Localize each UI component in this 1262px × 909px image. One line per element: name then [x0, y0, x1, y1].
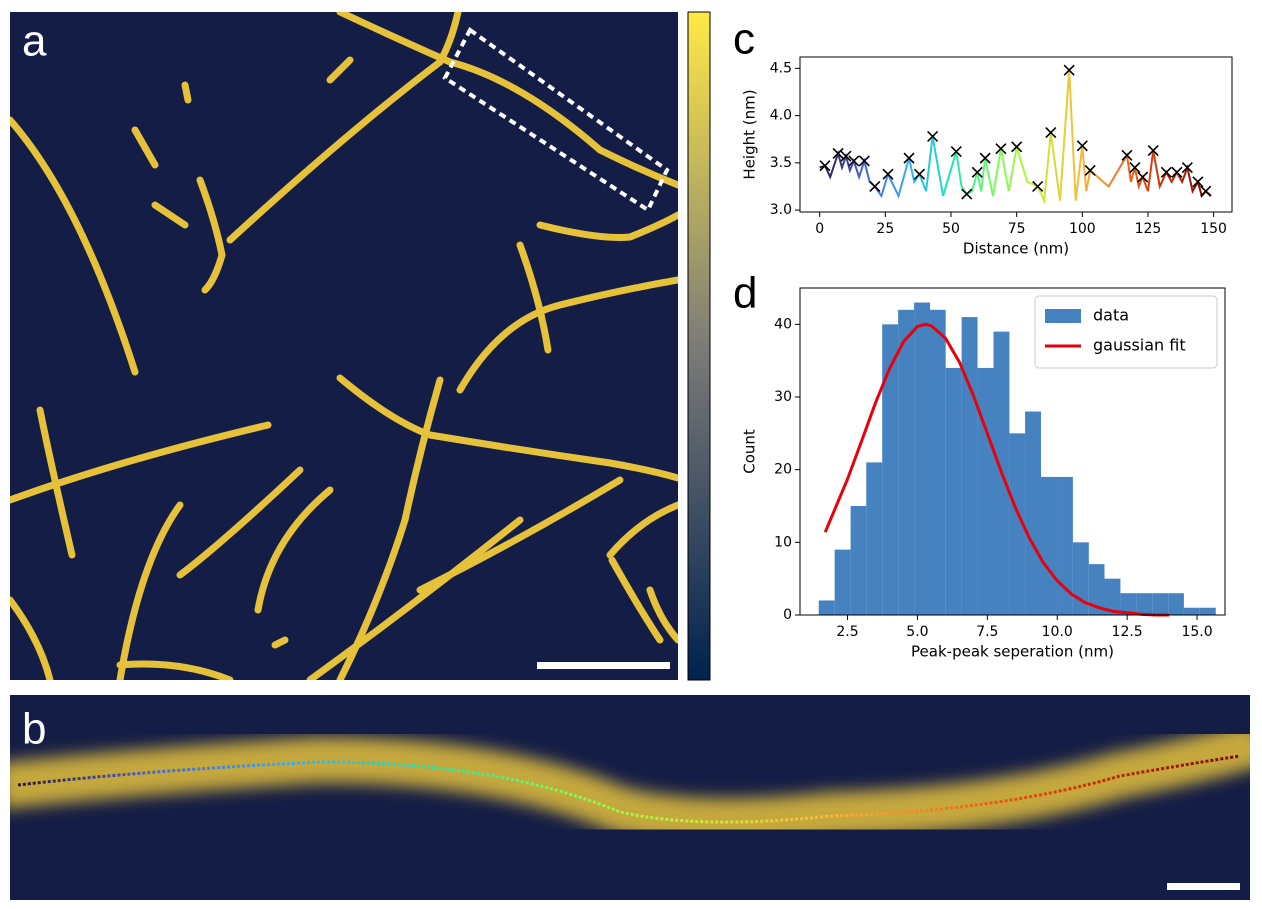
histogram-bar [818, 600, 835, 615]
profile-line [819, 70, 1212, 205]
peak-marker [858, 155, 870, 167]
histogram-bar [1104, 578, 1121, 615]
peak-marker [950, 145, 962, 158]
y-tick-label: 30 [774, 389, 792, 405]
x-tick-label: 125 [1135, 221, 1162, 237]
panel-label: b [22, 705, 46, 754]
peak-marker [1147, 145, 1159, 157]
afm-image [10, 12, 678, 680]
peak-marker [832, 147, 844, 159]
x-tick-label: 5.0 [906, 624, 928, 640]
histogram-bar [945, 367, 962, 615]
x-tick-label: 0 [815, 221, 824, 237]
peak-marker [1137, 171, 1149, 183]
histogram-bar [1009, 433, 1026, 615]
panel-label: c [733, 15, 755, 64]
peak-marker [869, 180, 881, 193]
histogram-bar [834, 549, 851, 615]
scale-bar [1167, 883, 1240, 890]
peak-marker [903, 152, 915, 164]
peak-marker [927, 130, 939, 142]
histogram-bar [1136, 593, 1153, 615]
x-tick-label: 75 [1008, 221, 1026, 237]
peak-marker [1084, 164, 1096, 176]
peak-marker [971, 166, 983, 178]
histogram-bar [866, 462, 883, 615]
axes-frame [799, 56, 1233, 213]
peak-marker [1200, 185, 1212, 197]
legend-swatch [1045, 309, 1081, 323]
x-tick-label: 7.5 [976, 624, 998, 640]
fibers [10, 12, 678, 680]
y-tick-label: 20 [774, 462, 792, 478]
histogram-bar [1056, 476, 1073, 615]
x-axis-label: Distance (nm) [963, 240, 1069, 258]
peak-marker [961, 188, 973, 200]
histogram-bar [1199, 607, 1216, 615]
x-tick-label: 100 [1069, 221, 1096, 237]
x-tick-label: 150 [1200, 221, 1227, 237]
histogram-bar [1183, 607, 1200, 615]
y-tick-label: 40 [774, 316, 792, 332]
peak-marker [1121, 149, 1133, 161]
legend-label: data [1093, 306, 1129, 325]
peak-marker [1076, 140, 1088, 152]
peak-marker [819, 160, 831, 172]
y-tick-label: 3.0 [770, 202, 792, 218]
y-tick-label: 0 [783, 607, 792, 623]
peak-marker [995, 143, 1007, 155]
histogram-bar [914, 302, 931, 615]
selection-box [442, 27, 670, 213]
peak-marker [848, 155, 860, 167]
peak-marker [1181, 162, 1193, 174]
peak-marker [1129, 162, 1141, 174]
histogram-bar [1152, 593, 1169, 615]
peak-marker [882, 168, 894, 180]
histogram-bar [1025, 411, 1042, 615]
histogram-bar [1120, 593, 1137, 615]
peak-marker [979, 152, 991, 164]
y-tick-label: 10 [774, 534, 792, 550]
histogram-bar [898, 309, 915, 615]
fit-line [823, 322, 1170, 617]
panel-label: a [22, 17, 47, 66]
peak-marker [1045, 127, 1057, 139]
histogram-bar [977, 367, 994, 615]
histogram-bar [882, 324, 899, 615]
x-tick-label: 10.0 [1042, 624, 1073, 640]
panel-label: d [733, 269, 757, 318]
peak-marker [1192, 176, 1204, 188]
scale-bar [537, 662, 670, 669]
peak-marker [1160, 166, 1172, 178]
histogram-bar [961, 317, 978, 615]
peak-marker [1063, 64, 1075, 76]
peak-marker [913, 168, 926, 180]
x-tick-label: 2.5 [836, 624, 858, 640]
y-tick-label: 4.5 [770, 60, 792, 76]
x-tick-label: 12.5 [1112, 624, 1143, 640]
fiber-trace [10, 721, 1250, 845]
peak-marker [840, 150, 852, 162]
x-tick-label: 50 [942, 221, 960, 237]
legend-label: gaussian fit [1093, 336, 1186, 355]
y-tick-label: 3.5 [770, 155, 792, 171]
histogram-bar [930, 309, 946, 615]
y-axis-label: Height (nm) [741, 89, 759, 179]
histogram-bar [1168, 593, 1184, 615]
y-axis-label: Count [741, 429, 759, 474]
peak-marker [1011, 141, 1023, 153]
histogram-bar [1041, 476, 1057, 615]
histogram-bar [1088, 564, 1105, 615]
x-tick-label: 25 [876, 221, 894, 237]
x-axis-label: Peak-peak seperation (nm) [911, 643, 1114, 661]
axes-frame [799, 287, 1226, 616]
colorbar [687, 11, 711, 681]
peak-marker [1032, 180, 1044, 193]
x-tick-label: 15.0 [1181, 624, 1212, 640]
peak-marker [1171, 166, 1183, 178]
histogram-bar [850, 506, 867, 615]
y-tick-label: 4.0 [770, 108, 792, 124]
